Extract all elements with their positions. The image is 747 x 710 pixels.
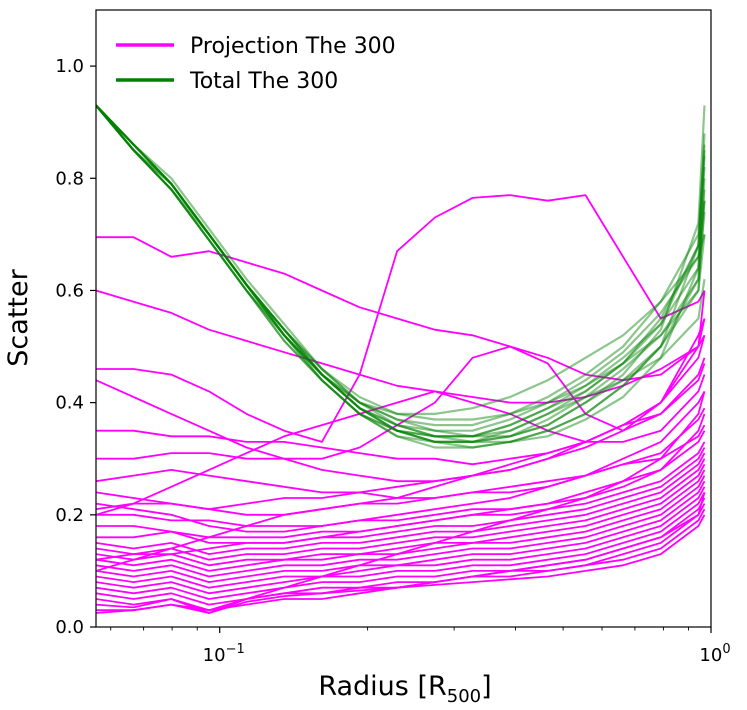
- projection-line-10: [96, 407, 706, 533]
- projection-line-4: [96, 357, 706, 483]
- x-axis-title-main: Radius [R: [318, 671, 446, 702]
- total-line-14: [96, 104, 706, 438]
- projection-line-23: [96, 503, 706, 606]
- projection-line-18: [96, 475, 706, 578]
- projection-line-27: [96, 391, 706, 614]
- total-line-2: [96, 104, 706, 443]
- x-axis-title: Radius [R500]: [318, 671, 491, 707]
- total-line-11: [96, 104, 706, 438]
- y-tick-label: 1.0: [55, 56, 84, 77]
- projection-line-16: [96, 463, 706, 567]
- projection-line-7: [96, 374, 706, 516]
- projection-line-25: [96, 514, 706, 614]
- projection-line-17: [96, 469, 706, 572]
- plot-frame: [95, 9, 712, 628]
- projection-line-21: [96, 491, 706, 595]
- y-tick-label: 0.8: [55, 168, 84, 189]
- total-line-9: [96, 104, 706, 443]
- total-lines-group: [96, 104, 706, 449]
- projection-line-26: [96, 492, 706, 612]
- legend: Projection The 300 Total The 300: [116, 34, 396, 94]
- projection-line-3: [96, 194, 706, 443]
- legend-label-total: Total The 300: [189, 69, 338, 94]
- x-axis-title-close: ]: [481, 671, 492, 702]
- projection-line-6: [96, 318, 706, 460]
- y-tick-label: 0.2: [55, 505, 84, 526]
- x-tick-label-exponent: 0: [722, 642, 730, 657]
- projection-lines-group: [96, 194, 706, 614]
- total-line-13: [96, 104, 706, 432]
- projection-line-13: [96, 447, 706, 544]
- x-tick-label: 100: [699, 642, 730, 666]
- total-line-5: [96, 104, 706, 438]
- y-tick-label: 0.6: [55, 280, 84, 301]
- total-line-3: [96, 104, 706, 449]
- x-tick-label-exponent: −1: [226, 642, 245, 657]
- y-tick-label: 0.4: [55, 393, 84, 414]
- y-tick-label: 0.0: [55, 617, 84, 638]
- x-tick-label-base: 10: [203, 645, 226, 666]
- x-axis: 10−1 100: [110, 627, 731, 666]
- projection-line-14: [96, 452, 706, 555]
- total-line-10: [96, 104, 706, 443]
- projection-line-15: [96, 458, 706, 561]
- projection-line-2: [96, 289, 706, 404]
- total-line-1: [96, 104, 706, 438]
- projection-line-29: [96, 363, 706, 511]
- x-tick-label-base: 10: [699, 645, 722, 666]
- legend-label-projection: Projection The 300: [190, 34, 396, 59]
- total-line-12: [96, 104, 706, 449]
- total-line-6: [96, 104, 706, 421]
- y-axis-title: Scatter: [3, 268, 34, 366]
- projection-line-28: [96, 335, 706, 572]
- projection-line-19: [96, 480, 706, 583]
- projection-line-30: [96, 413, 706, 561]
- projection-line-11: [96, 430, 706, 527]
- total-line-4: [96, 104, 706, 443]
- total-line-7: [96, 104, 706, 427]
- total-line-8: [96, 104, 706, 415]
- projection-line-20: [96, 486, 706, 589]
- y-axis: 0.0 0.2 0.4 0.6 0.8 1.0: [55, 56, 96, 638]
- projection-line-1: [96, 236, 706, 382]
- x-tick-label: 10−1: [203, 642, 245, 666]
- projection-line-8: [96, 390, 706, 499]
- x-axis-title-sub: 500: [447, 686, 481, 707]
